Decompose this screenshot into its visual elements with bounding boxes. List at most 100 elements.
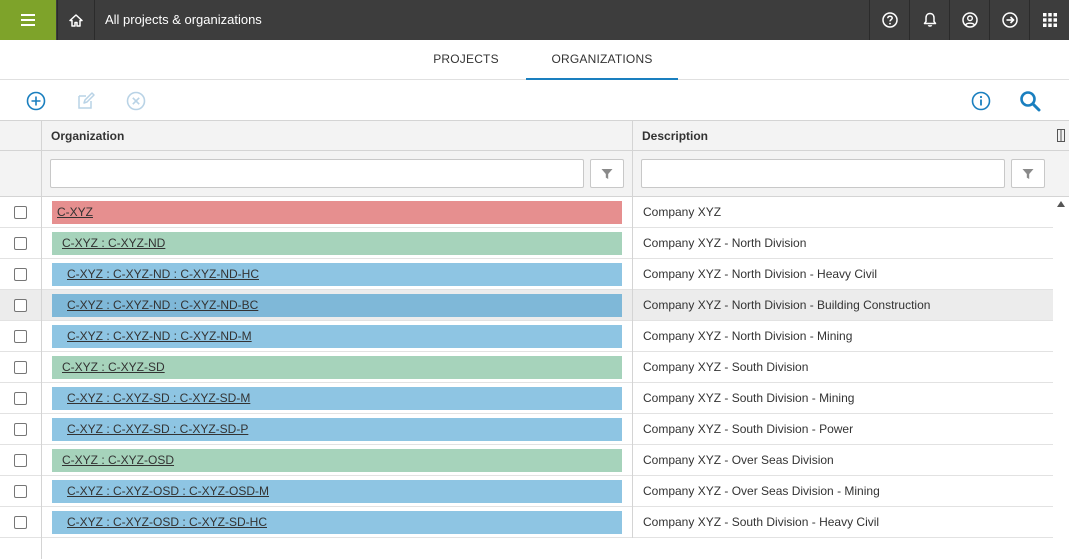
row-select-cell: [0, 352, 42, 383]
description-filter-input[interactable]: [641, 159, 1005, 188]
filter-row-side: [1053, 151, 1069, 197]
row-select-cell: [0, 445, 42, 476]
grid-toolbar: [0, 80, 1069, 121]
table-row[interactable]: C-XYZ : C-XYZ-ND : C-XYZ-ND-M Company XYZ…: [0, 321, 1053, 352]
page-title: All projects & organizations: [105, 12, 262, 27]
organization-cell: C-XYZ : C-XYZ-SD : C-XYZ-SD-P: [42, 414, 633, 445]
table-row[interactable]: C-XYZ : C-XYZ-ND : C-XYZ-ND-HC Company XY…: [0, 259, 1053, 290]
description-cell: Company XYZ - Over Seas Division - Minin…: [643, 484, 880, 498]
user-icon: [961, 12, 978, 28]
table-row[interactable]: C-XYZ : C-XYZ-OSD : C-XYZ-SD-HC Company X…: [0, 507, 1053, 538]
table-row[interactable]: C-XYZ : C-XYZ-OSD : C-XYZ-OSD-M Company X…: [0, 476, 1053, 507]
organization-filter-cell: [42, 151, 633, 197]
organization-link[interactable]: C-XYZ : C-XYZ-SD: [52, 356, 622, 379]
organization-cell: C-XYZ : C-XYZ-OSD : C-XYZ-SD-HC: [42, 507, 633, 538]
table-row[interactable]: C-XYZ : C-XYZ-OSD Company XYZ - Over Seas…: [0, 445, 1053, 476]
description-filter-cell: [633, 151, 1053, 197]
hamburger-icon: [21, 14, 35, 26]
organization-link[interactable]: C-XYZ : C-XYZ-ND: [52, 232, 622, 255]
row-select-cell: [0, 290, 42, 321]
vertical-scrollbar[interactable]: [1053, 197, 1069, 559]
table-row[interactable]: C-XYZ Company XYZ: [0, 197, 1053, 228]
add-circle-icon: [26, 91, 46, 111]
organization-cell: C-XYZ : C-XYZ-SD: [42, 352, 633, 383]
column-chooser-button[interactable]: [1053, 121, 1069, 151]
scroll-up-arrow-icon[interactable]: [1057, 201, 1065, 207]
organization-cell: C-XYZ : C-XYZ-ND : C-XYZ-ND-HC: [42, 259, 633, 290]
logout-button[interactable]: [989, 0, 1029, 40]
tab-bar: PROJECTS ORGANIZATIONS: [0, 40, 1069, 80]
apps-button[interactable]: [1029, 0, 1069, 40]
organization-cell: C-XYZ : C-XYZ-ND: [42, 228, 633, 259]
info-button[interactable]: [969, 89, 993, 113]
table-row[interactable]: C-XYZ : C-XYZ-SD : C-XYZ-SD-P Company XYZ…: [0, 414, 1053, 445]
organization-link[interactable]: C-XYZ : C-XYZ-OSD : C-XYZ-OSD-M: [52, 480, 622, 503]
organization-link[interactable]: C-XYZ : C-XYZ-SD : C-XYZ-SD-M: [52, 387, 622, 410]
home-icon: [69, 13, 83, 27]
tab-projects[interactable]: PROJECTS: [433, 52, 499, 66]
row-checkbox[interactable]: [14, 361, 27, 374]
description-filter-button[interactable]: [1011, 159, 1045, 188]
help-button[interactable]: [869, 0, 909, 40]
user-profile-button[interactable]: [949, 0, 989, 40]
row-checkbox[interactable]: [14, 454, 27, 467]
description-cell: Company XYZ - South Division - Mining: [643, 391, 855, 405]
apps-grid-icon: [1042, 13, 1057, 27]
filter-icon: [601, 168, 613, 179]
organization-column-header[interactable]: Organization: [42, 121, 633, 151]
organization-cell: C-XYZ : C-XYZ-SD : C-XYZ-SD-M: [42, 383, 633, 414]
description-cell: Company XYZ - North Division - Mining: [643, 329, 853, 343]
description-cell: Company XYZ - South Division: [643, 360, 809, 374]
organization-link[interactable]: C-XYZ: [52, 201, 622, 224]
description-cell: Company XYZ - Over Seas Division: [643, 453, 834, 467]
row-select-cell: [0, 321, 42, 352]
delete-circle-icon: [126, 91, 146, 111]
grid-left-strip: [0, 538, 42, 559]
bell-icon: [923, 12, 936, 27]
organization-link[interactable]: C-XYZ : C-XYZ-OSD : C-XYZ-SD-HC: [52, 511, 622, 534]
organization-filter-input[interactable]: [50, 159, 584, 188]
row-checkbox[interactable]: [14, 330, 27, 343]
organizations-grid: Organization Description C-XYZ Company XY…: [0, 121, 1069, 559]
row-checkbox[interactable]: [14, 485, 27, 498]
table-row[interactable]: C-XYZ : C-XYZ-SD Company XYZ - South Divi…: [0, 352, 1053, 383]
row-checkbox[interactable]: [14, 392, 27, 405]
description-cell: Company XYZ: [643, 205, 722, 219]
search-button[interactable]: [1018, 89, 1042, 113]
organization-link[interactable]: C-XYZ : C-XYZ-ND : C-XYZ-ND-M: [52, 325, 622, 348]
row-select-cell: [0, 259, 42, 290]
edit-icon: [78, 92, 95, 109]
row-checkbox[interactable]: [14, 206, 27, 219]
table-row[interactable]: C-XYZ : C-XYZ-SD : C-XYZ-SD-M Company XYZ…: [0, 383, 1053, 414]
edit-button[interactable]: [74, 89, 98, 113]
row-checkbox[interactable]: [14, 299, 27, 312]
organization-cell: C-XYZ : C-XYZ-OSD: [42, 445, 633, 476]
main-menu-button[interactable]: [0, 0, 56, 40]
description-column-header[interactable]: Description: [633, 121, 1053, 151]
grid-body: C-XYZ Company XYZ C-XYZ : C-XYZ-ND Company …: [0, 197, 1053, 538]
table-row[interactable]: C-XYZ : C-XYZ-ND Company XYZ - North Divi…: [0, 228, 1053, 259]
organization-link[interactable]: C-XYZ : C-XYZ-ND : C-XYZ-ND-HC: [52, 263, 622, 286]
tab-organizations[interactable]: ORGANIZATIONS: [526, 40, 678, 80]
add-button[interactable]: [24, 89, 48, 113]
top-icon-group: [869, 0, 1069, 40]
home-button[interactable]: [57, 0, 95, 40]
organization-filter-button[interactable]: [590, 159, 624, 188]
description-cell: Company XYZ - North Division: [643, 236, 807, 250]
row-checkbox[interactable]: [14, 423, 27, 436]
description-cell: Company XYZ - South Division - Heavy Civ…: [643, 515, 880, 529]
row-checkbox[interactable]: [14, 237, 27, 250]
table-row[interactable]: C-XYZ : C-XYZ-ND : C-XYZ-ND-BC Company XY…: [0, 290, 1053, 321]
description-cell: Company XYZ - South Division - Power: [643, 422, 854, 436]
organization-link[interactable]: C-XYZ : C-XYZ-ND : C-XYZ-ND-BC: [52, 294, 622, 317]
notifications-button[interactable]: [909, 0, 949, 40]
row-checkbox[interactable]: [14, 268, 27, 281]
filter-icon: [1022, 168, 1034, 179]
organization-cell: C-XYZ: [42, 197, 633, 228]
row-checkbox[interactable]: [14, 516, 27, 529]
organization-link[interactable]: C-XYZ : C-XYZ-OSD: [52, 449, 622, 472]
delete-button[interactable]: [124, 89, 148, 113]
info-icon: [971, 91, 991, 111]
organization-link[interactable]: C-XYZ : C-XYZ-SD : C-XYZ-SD-P: [52, 418, 622, 441]
filter-row-spacer: [0, 151, 42, 197]
